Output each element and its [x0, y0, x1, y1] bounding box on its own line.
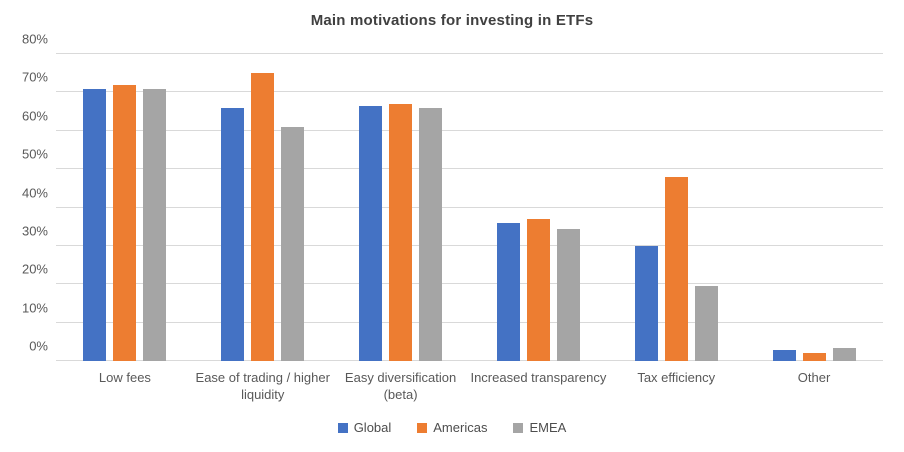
bar-emea	[556, 228, 580, 361]
bar-global	[496, 222, 520, 361]
bar-group	[469, 54, 607, 361]
x-axis-label: Tax efficiency	[607, 369, 745, 403]
legend: Global Americas EMEA	[0, 420, 904, 435]
gridline-20%	[56, 283, 883, 285]
plot-area: 0% 10% 20% 30% 40% 50% 60% 70% 80%	[22, 32, 883, 361]
legend-label: Americas	[433, 420, 488, 435]
y-tick-label-40%: 40%	[21, 185, 48, 200]
gridline-50%	[56, 168, 883, 170]
y-tick-label-60%: 60%	[21, 108, 48, 124]
bar-americas	[526, 219, 550, 361]
bar-groups	[56, 54, 883, 361]
bar-global	[772, 349, 796, 361]
y-tick-label-0%: 0%	[29, 338, 48, 354]
gridline-70%	[56, 91, 883, 93]
y-tick-label-80%: 80%	[21, 31, 48, 47]
x-axis-label-text: Other	[797, 370, 831, 385]
bar-group	[745, 54, 883, 361]
gridline-40%	[56, 206, 883, 208]
legend-label: EMEA	[529, 420, 567, 435]
x-axis-label: Ease of trading / higher liquidity	[194, 369, 332, 403]
bar-americas	[664, 176, 688, 361]
x-axis-label-text: Low fees	[98, 370, 151, 385]
legend-swatch-icon	[513, 422, 524, 433]
bar-emea	[832, 347, 856, 361]
bar-group	[56, 54, 194, 361]
x-axis-label: Easy diversification (beta)	[332, 369, 470, 403]
gridline-60%	[56, 129, 883, 131]
bar-global	[359, 105, 383, 361]
y-tick-label-30%: 30%	[21, 223, 48, 239]
y-tick-label-20%: 20%	[21, 261, 48, 277]
y-tick-label-70%: 70%	[21, 69, 48, 85]
bar-americas	[389, 103, 413, 361]
bar-emea	[143, 88, 167, 361]
gridline-30%	[56, 244, 883, 246]
gridline-0%	[56, 360, 883, 361]
x-axis-label: Increased transparency	[469, 369, 607, 403]
y-tick-label-10%: 10%	[21, 300, 48, 316]
x-axis-label: Low fees	[56, 369, 194, 403]
x-axis-label-text: Increased transparency	[470, 370, 607, 385]
bar-emea	[694, 286, 718, 361]
x-axis-label-text: Tax efficiency	[637, 370, 716, 385]
bar-americas	[251, 73, 275, 361]
legend-item-global: Global	[337, 420, 392, 435]
bar-americas	[113, 84, 137, 361]
x-axis-label-text: Easy diversification (beta)	[344, 370, 457, 402]
legend-label: Global	[353, 420, 392, 435]
bar-group	[607, 54, 745, 361]
bar-global	[221, 107, 245, 361]
gridline-10%	[56, 321, 883, 323]
bar-americas	[802, 353, 826, 361]
bar-global	[634, 245, 658, 361]
legend-item-emea: EMEA	[513, 420, 566, 435]
x-axis-labels: Low fees Ease of trading / higher liquidi…	[56, 369, 883, 403]
bar-group	[332, 54, 470, 361]
x-axis-label: Other	[745, 369, 883, 403]
legend-swatch-icon	[417, 422, 428, 433]
bar-emea	[419, 107, 443, 361]
bar-global	[83, 88, 107, 361]
legend-swatch-icon	[337, 422, 348, 433]
y-tick-label-50%: 50%	[21, 146, 48, 162]
gridline-80%	[56, 53, 883, 54]
chart-title: Main motivations for investing in ETFs	[310, 12, 594, 29]
x-axis-label-text: Ease of trading / higher liquidity	[195, 370, 330, 402]
legend-item-americas: Americas	[417, 420, 487, 435]
bar-group	[194, 54, 332, 361]
bar-emea	[281, 126, 305, 361]
